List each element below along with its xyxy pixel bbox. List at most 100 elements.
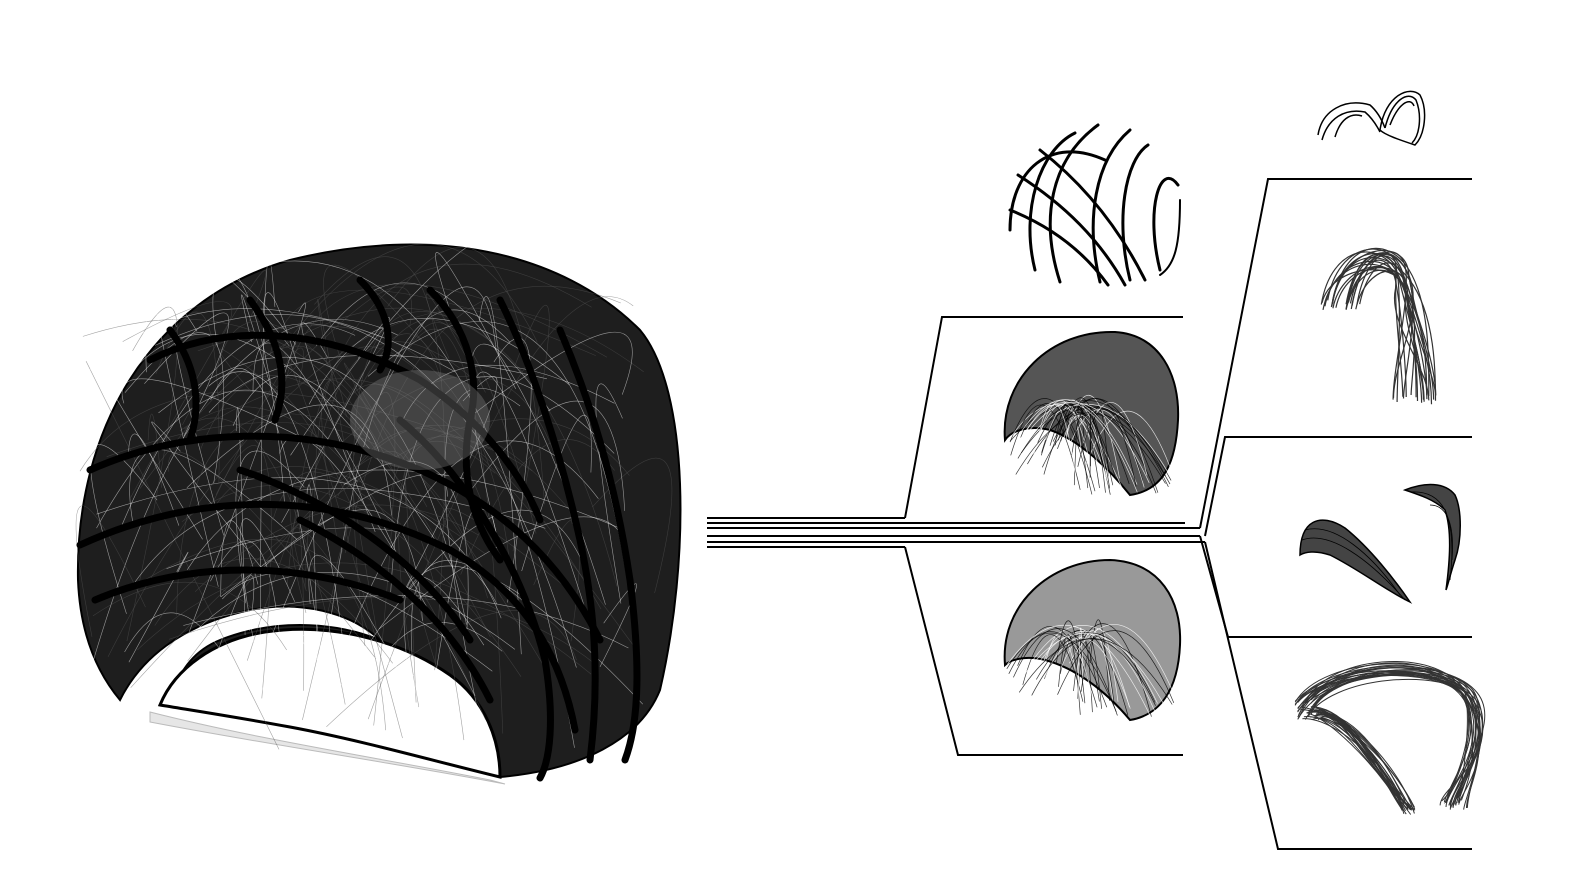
mesh-highlight	[350, 370, 490, 470]
mesh-fiber	[314, 256, 445, 671]
mesh-fiber	[130, 269, 267, 498]
fragment-loop	[1379, 90, 1426, 146]
mesh-fiber	[130, 418, 630, 688]
thumb-fiber	[1006, 632, 1117, 713]
thumb-fiber	[1077, 641, 1093, 713]
mesh-fiber	[81, 308, 456, 378]
arch-fiber	[1304, 672, 1484, 808]
mesh-fiber	[272, 490, 305, 691]
mesh-fiber	[279, 283, 608, 409]
branch-frames-middle	[904, 316, 1183, 756]
mesh-fiber	[163, 221, 176, 330]
panel-shell-combined	[1003, 330, 1180, 497]
panel-vertical-strands	[1320, 247, 1437, 405]
mesh-fiber	[79, 390, 512, 472]
thumb-fiber	[1034, 635, 1097, 714]
vertical-strand	[1356, 251, 1407, 400]
mesh-fiber	[107, 307, 644, 658]
vertical-strand	[1332, 266, 1430, 401]
thumb-fiber	[1089, 408, 1091, 478]
mesh-fiber	[184, 406, 397, 533]
connector-trunk	[707, 517, 1205, 548]
rib-fiber	[91, 566, 404, 604]
mesh-fiber	[343, 362, 428, 508]
thumb-fiber	[1077, 627, 1084, 707]
thumb-fiber	[1009, 398, 1096, 492]
mesh-fiber	[173, 260, 575, 748]
vertical-strand	[1331, 249, 1435, 400]
thumb-fiber	[1058, 403, 1100, 489]
mesh-fiber	[442, 508, 562, 585]
mesh-fiber	[181, 484, 522, 677]
rib-fiber	[396, 416, 554, 782]
fragment-left	[1299, 519, 1413, 604]
arch-fiber	[1297, 667, 1481, 805]
thumb-fiber	[1008, 631, 1108, 708]
mesh-fiber	[357, 424, 574, 514]
rib-fiber	[296, 516, 494, 704]
mesh-fiber	[317, 299, 378, 632]
thumb-fiber	[1073, 630, 1102, 709]
rib-fiber	[496, 296, 599, 764]
main-shell-base	[149, 711, 506, 785]
mesh-fiber	[145, 538, 386, 731]
mesh-fiber	[128, 552, 189, 663]
rib-fiber	[556, 326, 641, 764]
vertical-strand	[1320, 251, 1417, 398]
mesh-fiber	[343, 383, 634, 646]
mesh-fiber	[188, 302, 306, 634]
thumb-fiber	[1038, 402, 1077, 479]
panel-shell-combined-alt	[1003, 558, 1182, 722]
main-shell-fibers	[75, 220, 673, 782]
frame-upper	[904, 316, 1183, 519]
mesh-fiber	[214, 575, 255, 661]
mesh-fiber	[478, 296, 522, 655]
mesh-fiber	[124, 612, 250, 701]
rib-fiber	[76, 500, 579, 734]
fragment-strand	[1334, 114, 1363, 138]
fragment-loop	[1384, 95, 1421, 144]
thumb-fiber	[1041, 413, 1157, 494]
mesh-fiber	[287, 263, 592, 585]
thumb-fiber	[1035, 632, 1156, 703]
thumb-fiber	[1056, 620, 1086, 704]
fragment-loop	[1389, 101, 1415, 126]
mesh-fiber	[390, 376, 615, 593]
mesh-fiber	[290, 220, 613, 456]
panel-split-fragments	[1299, 483, 1461, 604]
panel-strand-arches	[1008, 123, 1181, 287]
mesh-fiber	[387, 247, 545, 505]
mesh-fiber	[167, 451, 376, 659]
mesh-fiber	[90, 349, 203, 540]
arch-strand	[1121, 143, 1150, 282]
thumb-fiber	[1068, 624, 1178, 702]
mesh-fiber	[166, 527, 498, 605]
thumb-fiber	[1019, 402, 1138, 493]
mesh-fiber	[82, 318, 465, 741]
fragment-strand	[1317, 102, 1386, 136]
arch-fiber	[1304, 678, 1484, 806]
rib-fiber	[426, 286, 504, 564]
vertical-strand	[1335, 267, 1423, 403]
thumb-fiber	[1036, 637, 1131, 709]
mesh-fiber	[240, 518, 295, 711]
thumb-fiber	[1018, 403, 1178, 488]
mesh-fiber	[151, 421, 267, 575]
panel-open-arch-shell	[1294, 661, 1486, 815]
vertical-strand	[1347, 253, 1414, 398]
mesh-fiber	[367, 296, 634, 720]
arch-strand	[1008, 208, 1110, 287]
mesh-fiber	[328, 309, 511, 636]
arch-fiber	[1308, 709, 1405, 807]
mesh-fiber	[435, 252, 516, 390]
panel-top-fragment	[1317, 90, 1426, 146]
mesh-fiber	[259, 307, 618, 587]
main-shell-opening	[157, 627, 502, 779]
mesh-fiber	[301, 634, 435, 686]
rib-fiber	[356, 276, 392, 374]
shell-fibers-alt	[1006, 619, 1178, 720]
branch-frames-right	[1199, 178, 1472, 850]
mesh-fiber	[425, 293, 486, 393]
thumb-fiber	[1043, 630, 1129, 716]
